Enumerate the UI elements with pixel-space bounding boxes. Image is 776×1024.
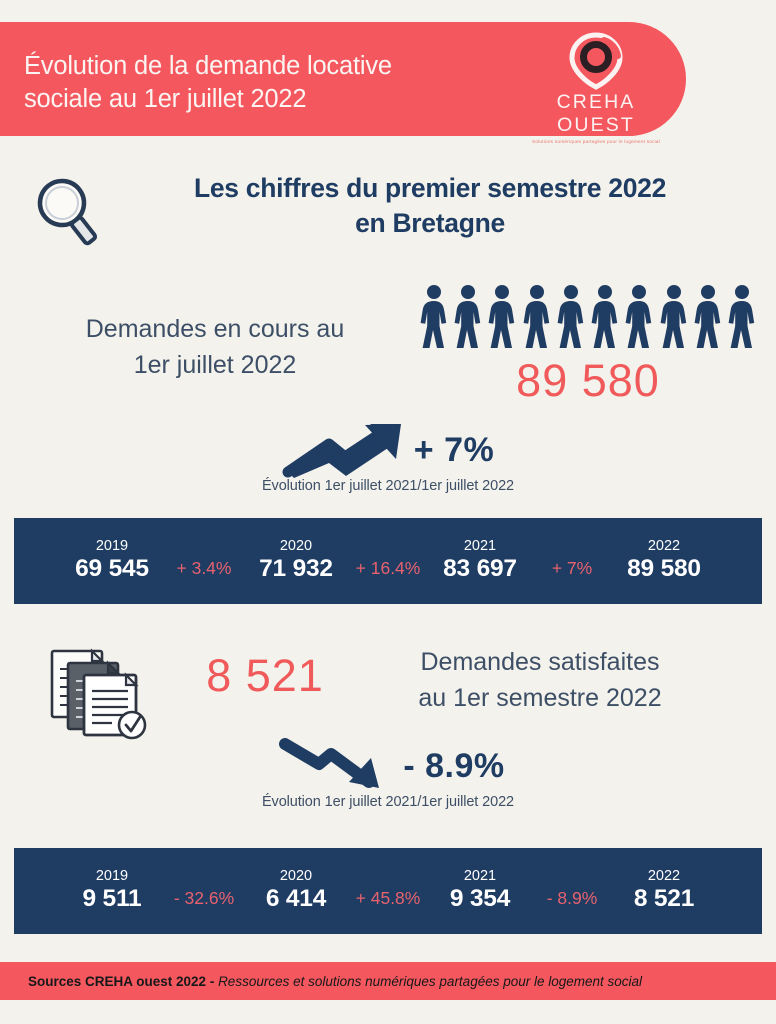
magnifying-glass-icon (37, 178, 98, 246)
person-icon (694, 284, 722, 355)
person-icon (660, 284, 688, 355)
person-icon (454, 284, 482, 355)
section-heading: Les chiffres du premier semestre 2022 en… (120, 171, 740, 241)
evolution-arrow-percent-1: + 7% (0, 424, 776, 478)
page-title-line1: Évolution de la demande locative (24, 52, 392, 80)
data-bar-year-cell: 2020 6 414 (248, 867, 344, 914)
data-bar-value: 83 697 (443, 554, 517, 582)
person-icon (728, 284, 756, 355)
evolution-caption-2: Évolution 1er juillet 2021/1er juillet 2… (261, 794, 515, 810)
data-bar-year-cell: 2019 69 545 (64, 537, 160, 584)
arrow-down-trend-icon (279, 738, 380, 788)
evolution-block-2: - 8.9% Évolution 1er juillet 2021/1er ju… (0, 738, 776, 826)
data-bar-value: 6 414 (265, 884, 327, 912)
evolution-block-1: + 7% Évolution 1er juillet 2021/1er juil… (0, 424, 776, 510)
evolution-percent-2: - 8.9% (403, 746, 505, 785)
demandes-satisfaites-label-line1: Demandes satisfaites (420, 648, 660, 676)
section-title-row: Les chiffres du premier semestre 2022 en… (0, 163, 776, 258)
demandes-en-cours-label-line2: 1er juillet 2022 (133, 350, 297, 379)
demandes-en-cours-label: Demandes en cours au 1er juillet 2022 (30, 312, 400, 383)
data-bar-year-cell: 2022 8 521 (616, 867, 712, 914)
footer-text: Sources CREHA ouest 2022 - Ressources et… (0, 974, 642, 989)
logo-tagline: Solutions numériques partagées pour le l… (532, 139, 660, 144)
person-icon (591, 284, 619, 355)
data-bar-year-label: 2019 (95, 537, 129, 554)
data-bar-year-label: 2021 (463, 537, 497, 554)
section-heading-line2: en Bretagne (355, 208, 505, 239)
evolution-percent-1: + 7% (413, 430, 495, 469)
documents-check-icon (50, 648, 147, 740)
person-icon (488, 284, 516, 355)
data-bar-year-label: 2021 (463, 867, 497, 884)
demandes-en-cours-value: 89 580 (516, 355, 660, 406)
demandes-en-cours-label-line1: Demandes en cours au (85, 315, 345, 343)
map-pin-icon (569, 32, 623, 90)
data-bar-delta: + 16.4% (355, 557, 421, 578)
demandes-satisfaites-value: 8 521 (206, 650, 324, 701)
data-bar-year-label: 2020 (279, 867, 313, 884)
data-bar-year-cell: 2021 9 354 (432, 867, 528, 914)
page-title-line2: sociale au 1er juillet 2022 (24, 84, 307, 113)
data-bar-delta: + 45.8% (355, 887, 421, 908)
data-bar-value: 9 511 (82, 884, 142, 912)
data-bar-1-content: 2019 69 545 + 3.4% 2020 71 932 + 16.4% 2021 83 … (14, 537, 762, 584)
data-bar-year-cell: 2022 89 580 (616, 537, 712, 584)
evolution-arrow-percent-2: - 8.9% (0, 738, 776, 792)
data-bar-value: 89 580 (627, 554, 701, 582)
evolution-caption-1: Évolution 1er juillet 2021/1er juillet 2… (261, 478, 515, 494)
data-bar-delta: - 8.9% (546, 887, 598, 908)
section-heading-line1: Les chiffres du premier semestre 2022 (193, 173, 667, 203)
creha-ouest-logo: CREHA OUEST Solutions numériques partagé… (516, 32, 676, 144)
data-bar-value: 9 354 (449, 884, 511, 912)
data-bar-delta: + 3.4% (176, 557, 232, 578)
person-icon (523, 284, 551, 355)
data-bar-2-content: 2019 9 511 - 32.6% 2020 6 414 + 45.8% 2021 9 35… (14, 867, 762, 914)
demandes-satisfaites-label-line2: au 1er semestre 2022 (418, 683, 662, 712)
data-bar-value: 71 932 (259, 554, 333, 582)
arrow-up-trend-icon (282, 424, 401, 478)
data-bar-value: 8 521 (633, 884, 695, 912)
data-bar-year-label: 2022 (647, 537, 681, 554)
data-bar-year-label: 2022 (647, 867, 681, 884)
data-bar-demandes-satisfaites: 2019 9 511 - 32.6% 2020 6 414 + 45.8% 2021 9 35… (14, 848, 762, 934)
person-icon (557, 284, 585, 355)
header-banner (0, 22, 686, 136)
page-title: Évolution de la demande locative sociale… (24, 50, 524, 115)
data-bar-year-cell: 2021 83 697 (432, 537, 528, 584)
logo-wordmark: CREHA OUEST (556, 91, 636, 136)
data-bar-year-label: 2020 (279, 537, 313, 554)
data-bar-value: 69 545 (75, 554, 149, 582)
demandes-satisfaites-label: Demandes satisfaites au 1er semestre 202… (370, 645, 710, 716)
person-pictogram-row (420, 284, 756, 355)
person-icon (420, 284, 448, 355)
person-icon (625, 284, 653, 355)
data-bar-year-cell: 2020 71 932 (248, 537, 344, 584)
footer-banner: Sources CREHA ouest 2022 - Ressources et… (0, 962, 776, 1000)
footer-description: Ressources et solutions numériques parta… (218, 973, 643, 989)
data-bar-demandes-en-cours: 2019 69 545 + 3.4% 2020 71 932 + 16.4% 2021 83 … (14, 518, 762, 604)
data-bar-year-cell: 2019 9 511 (64, 867, 160, 914)
data-bar-delta: - 32.6% (173, 887, 235, 908)
footer-source: Sources CREHA ouest 2022 - (28, 973, 219, 989)
data-bar-year-label: 2019 (95, 867, 129, 884)
data-bar-delta: + 7% (551, 557, 593, 578)
